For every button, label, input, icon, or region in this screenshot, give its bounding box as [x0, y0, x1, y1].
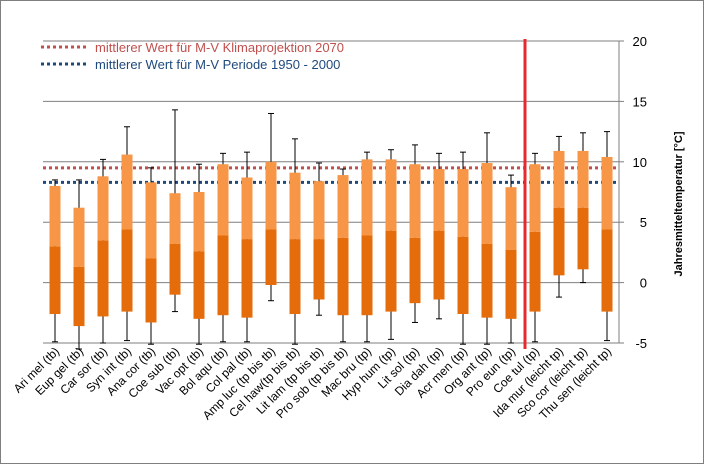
box-lower [289, 239, 301, 315]
box-lower [529, 231, 541, 312]
box-24 [601, 131, 613, 342]
box-lower [97, 240, 109, 317]
box-upper [73, 207, 85, 267]
box-15 [385, 149, 397, 340]
box-upper [433, 169, 445, 231]
y-tick-label: 10 [633, 155, 647, 170]
legend-label-1950-2000: mittlerer Wert für M-V Periode 1950 - 20… [95, 57, 340, 72]
box-20 [505, 174, 517, 344]
box-upper [529, 164, 541, 232]
box-upper [265, 161, 277, 230]
box-upper [601, 156, 613, 230]
y-tick-label: -5 [635, 336, 647, 351]
box-lower [457, 236, 469, 315]
box-12 [313, 162, 325, 316]
box-8 [217, 152, 229, 343]
box-upper [49, 185, 61, 247]
box-6 [169, 109, 181, 313]
box-lower [577, 207, 589, 270]
y-axis-title: Jahresmitteltemperatur [°C] [673, 131, 685, 276]
box-10 [265, 112, 277, 302]
box-upper [361, 159, 373, 236]
box-16 [409, 144, 421, 323]
box-upper [553, 150, 565, 208]
box-lower [241, 239, 253, 318]
box-lower [361, 235, 373, 316]
box-lower [73, 266, 85, 327]
box-lower [121, 229, 133, 312]
box-lower [409, 237, 421, 304]
box-lower [49, 246, 61, 315]
box-upper [241, 177, 253, 240]
box-upper [145, 182, 157, 259]
box-upper [217, 164, 229, 236]
box-lower [169, 243, 181, 295]
box-upper [121, 154, 133, 230]
box-4 [121, 126, 133, 342]
box-upper [385, 159, 397, 231]
box-lower [313, 239, 325, 300]
box-series [49, 109, 613, 350]
box-5 [145, 167, 157, 345]
box-upper [457, 169, 469, 237]
legend: mittlerer Wert für M-V Klimaprojektion 2… [41, 40, 344, 72]
y-tick-label: 0 [640, 276, 647, 291]
box-17 [433, 152, 445, 320]
box-7 [193, 163, 205, 345]
box-lower [481, 243, 493, 318]
box-upper [193, 192, 205, 252]
box-upper [505, 187, 517, 250]
box-11 [289, 138, 301, 345]
box-lower [553, 207, 565, 276]
box-upper [577, 150, 589, 208]
box-lower [265, 229, 277, 286]
box-19 [481, 132, 493, 345]
box-lower [385, 230, 397, 312]
y-tick-label: 20 [633, 34, 647, 49]
y-axis: -5 0 5 10 15 20 [618, 34, 647, 351]
box-upper [169, 193, 181, 244]
box-13 [337, 168, 349, 343]
gridlines [43, 40, 619, 344]
box-lower [337, 237, 349, 316]
box-upper [337, 175, 349, 238]
box-upper [409, 164, 421, 238]
box-lower [193, 251, 205, 319]
y-tick-label: 5 [640, 215, 647, 230]
box-1 [49, 179, 61, 343]
box-upper [481, 163, 493, 244]
box-9 [241, 151, 253, 343]
box-22 [553, 135, 565, 298]
box-2 [73, 179, 85, 350]
box-lower [433, 230, 445, 300]
box-3 [97, 158, 109, 344]
box-upper [289, 172, 301, 240]
x-axis-labels: Ari mel (tb)Eup gel (tb)Car sor (tb)Syn … [11, 344, 614, 422]
box-lower [217, 235, 229, 316]
box-upper [313, 181, 325, 240]
box-lower [145, 258, 157, 323]
box-14 [361, 151, 373, 343]
box-lower [505, 249, 517, 319]
reference-lines [43, 166, 619, 184]
legend-label-2070: mittlerer Wert für M-V Klimaprojektion 2… [95, 40, 344, 55]
y-tick-label: 15 [633, 94, 647, 109]
box-lower [601, 229, 613, 312]
box-21 [529, 152, 541, 343]
box-upper [97, 176, 109, 241]
box-23 [577, 132, 589, 284]
box-18 [457, 151, 469, 345]
